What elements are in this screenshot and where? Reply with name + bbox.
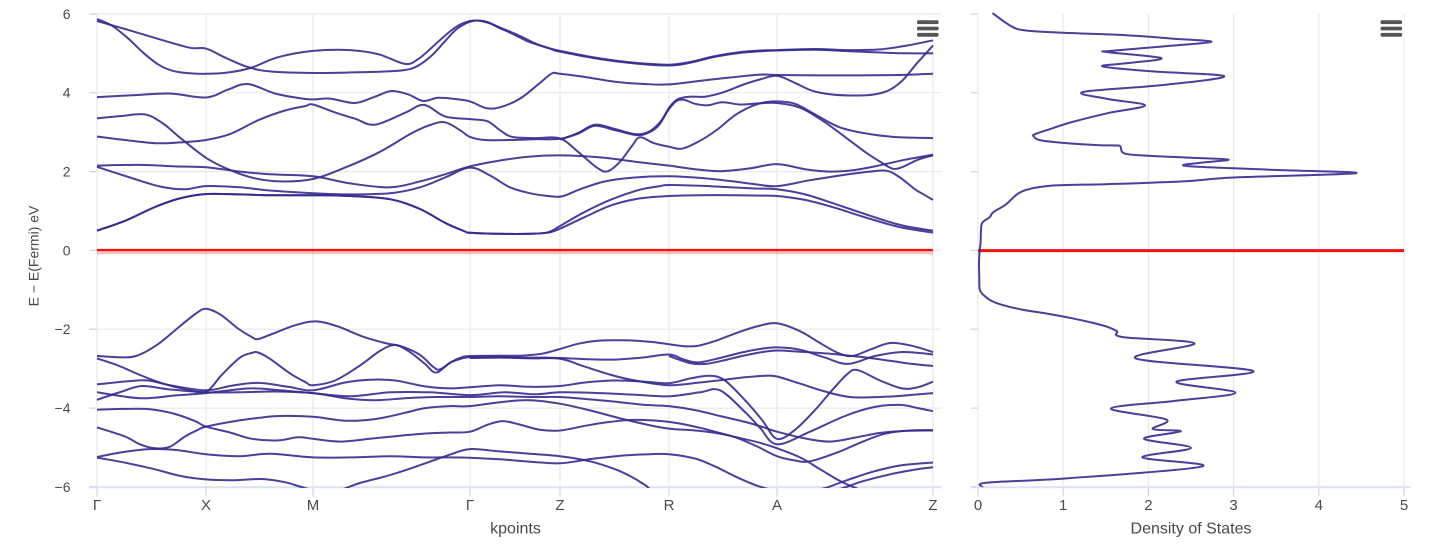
svg-text:1: 1 [1059, 497, 1067, 514]
svg-text:M: M [307, 497, 320, 514]
svg-text:R: R [664, 497, 675, 514]
svg-text:−2: −2 [55, 321, 71, 337]
svg-text:Γ: Γ [466, 497, 474, 514]
svg-text:0: 0 [63, 242, 71, 258]
svg-text:Z: Z [928, 497, 937, 514]
svg-text:−4: −4 [55, 400, 71, 416]
svg-text:3: 3 [1229, 497, 1237, 514]
svg-text:−6: −6 [55, 479, 71, 495]
svg-text:2: 2 [63, 164, 71, 180]
svg-text:Z: Z [555, 497, 564, 514]
svg-text:A: A [772, 497, 782, 514]
svg-text:E − E(Fermi) eV: E − E(Fermi) eV [26, 205, 42, 306]
svg-text:5: 5 [1400, 497, 1408, 514]
svg-text:kpoints: kpoints [490, 521, 541, 538]
svg-text:4: 4 [1315, 497, 1323, 514]
svg-text:6: 6 [63, 6, 71, 22]
svg-text:Density of States: Density of States [1131, 521, 1252, 538]
svg-text:2: 2 [1144, 497, 1152, 514]
svg-text:4: 4 [63, 85, 71, 101]
svg-text:Γ: Γ [93, 497, 101, 514]
svg-text:X: X [201, 497, 211, 514]
svg-text:0: 0 [974, 497, 982, 514]
